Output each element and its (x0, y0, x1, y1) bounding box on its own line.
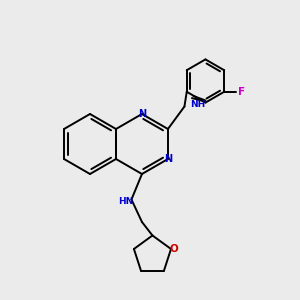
Text: N: N (138, 109, 146, 119)
Text: F: F (238, 87, 245, 97)
Text: NH: NH (190, 100, 205, 109)
Text: O: O (169, 244, 178, 254)
Text: HN: HN (118, 196, 133, 206)
Text: N: N (164, 154, 172, 164)
